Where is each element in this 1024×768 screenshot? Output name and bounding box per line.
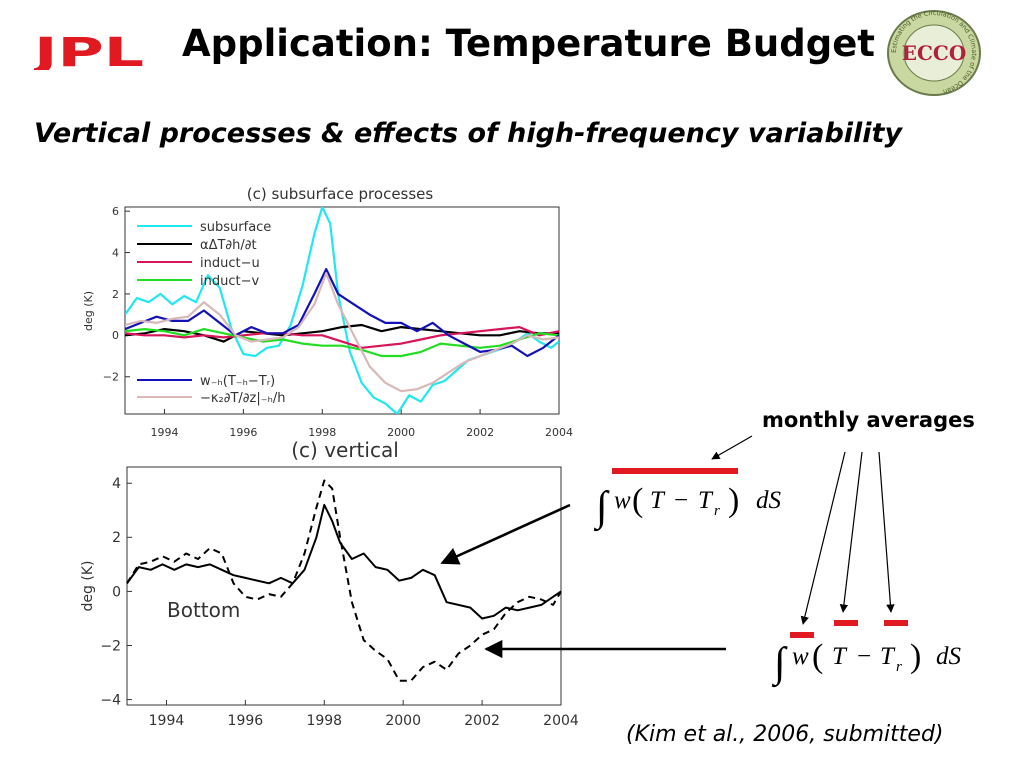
formula-mean-product: ∫ w ( T − T r ) dS: [593, 468, 782, 532]
x-tick-label: 1996: [229, 426, 257, 439]
formula2-w: w: [792, 643, 809, 670]
arrow-monthly-to-overbar: [711, 435, 753, 460]
svg-text:JPL: JPL: [34, 34, 144, 70]
citation: (Kim et al., 2006, submitted): [626, 722, 944, 747]
x-tick-label: 1994: [149, 713, 185, 729]
formula1-overbar: [612, 468, 738, 474]
formula2-lparen: (: [812, 638, 823, 675]
series-line-3: [125, 328, 559, 358]
y-tick-label: 2: [112, 288, 119, 301]
subsurface-processes-chart: (c) subsurface processes deg (K) 1994 199…: [82, 185, 573, 439]
chart-bot-ylabel: deg (K): [80, 561, 96, 612]
x-tick-label: 2004: [543, 713, 579, 729]
legend-label-2: induct−u: [200, 256, 260, 271]
series-line-2: [125, 326, 559, 349]
annotation-arrows: [440, 435, 895, 659]
formula1-integral: ∫: [593, 484, 610, 532]
chart-top-frame: [124, 206, 560, 415]
chart-bot-frame: [126, 466, 562, 706]
arrow-formula1-to-solid: [440, 503, 571, 565]
y-tick-label: 6: [112, 205, 119, 218]
ecco-seal-logo: Estimating the Circulation and Climate o…: [887, 9, 981, 96]
jpl-logo: JPL: [34, 34, 144, 70]
y-tick-label: −4: [100, 692, 121, 708]
chart-top-title: (c) subsurface processes: [247, 185, 434, 203]
y-tick-label: 2: [112, 530, 121, 546]
chart-bot-ticks: 1994 1996 1998 2000 2002 2004 −4 −2 0 2 4: [100, 476, 579, 729]
monthly-averages-label: monthly averages: [762, 408, 975, 432]
formula2-bar-T: [834, 620, 858, 626]
chart-top-ylabel: deg (K): [82, 291, 95, 331]
series-line-0: [126, 503, 562, 620]
series-line-5: [125, 272, 559, 393]
y-tick-label: −2: [103, 371, 119, 384]
formula2-rparen: ): [910, 638, 921, 675]
formula1-rparen: ): [728, 482, 739, 519]
y-tick-label: −2: [100, 638, 121, 654]
x-tick-label: 1996: [228, 713, 264, 729]
formula2-T: T: [832, 643, 848, 670]
y-tick-label: 4: [112, 246, 119, 259]
x-tick-label: 2002: [464, 713, 500, 729]
formula1-dS: dS: [756, 487, 782, 514]
formula2-minus: −: [857, 643, 871, 670]
legend-label-3: induct−v: [200, 274, 259, 289]
series-line-4: [125, 268, 559, 358]
chart-top-legend: subsurface αΔT∂h/∂t induct−u induct−v w₋ₕ(T₋…: [137, 220, 285, 406]
x-tick-label: 1998: [308, 426, 336, 439]
formula2-dS: dS: [936, 643, 962, 670]
legend-label-1: αΔT∂h/∂t: [200, 238, 257, 253]
y-tick-label: 0: [112, 329, 119, 342]
page-subtitle: Vertical processes & effects of high-fre…: [34, 118, 903, 149]
svg-text:ECCO: ECCO: [902, 41, 967, 65]
arrow-monthly-to-Tr: [878, 451, 895, 613]
formula1-lparen: (: [632, 482, 643, 519]
formula1-r-subscript: r: [714, 503, 720, 519]
y-tick-label: 4: [112, 476, 121, 492]
legend-label-4: w₋ₕ(T₋ₕ−Tᵣ): [200, 374, 275, 389]
formula1-Tr: T: [698, 487, 714, 514]
x-tick-label: 1998: [306, 713, 342, 729]
chart-bot-annotation: Bottom: [167, 598, 240, 622]
formula-product-of-means: ∫ w ( T − T r ) dS: [771, 620, 962, 688]
formula2-Tr: T: [880, 643, 896, 670]
formula1-T: T: [650, 487, 666, 514]
formula2-integral: ∫: [771, 640, 788, 688]
formula1-minus: −: [674, 487, 688, 514]
arrow-monthly-to-w: [800, 451, 846, 625]
arrow-monthly-to-T: [839, 451, 863, 613]
series-line-1: [126, 479, 562, 682]
x-tick-label: 1994: [150, 426, 178, 439]
formula2-r-subscript: r: [896, 659, 902, 675]
series-line-1: [125, 323, 559, 343]
formula1-w: w: [614, 487, 631, 514]
x-tick-label: 2000: [387, 426, 415, 439]
x-tick-label: 2000: [385, 713, 421, 729]
chart-bot-title: (c) vertical: [291, 438, 399, 462]
formula2-bar-Tr: [884, 620, 908, 626]
chart-top-ticks: 1994 1996 1998 2000 2002 2004 −2 0 2 4 6: [103, 205, 573, 439]
legend-label-0: subsurface: [200, 220, 271, 235]
page-title: Application: Temperature Budget: [182, 22, 875, 65]
x-tick-label: 2004: [545, 426, 573, 439]
y-tick-label: 0: [112, 584, 121, 600]
x-tick-label: 2002: [466, 426, 494, 439]
vertical-chart: (c) vertical deg (K) Bottom 1994 1996 1998…: [80, 438, 579, 729]
legend-label-5: −κ₂∂T/∂z|₋ₕ/h: [200, 391, 285, 406]
chart-bot-series: [126, 479, 562, 682]
chart-top-series: [125, 207, 559, 414]
formula2-bar-w: [790, 632, 814, 638]
